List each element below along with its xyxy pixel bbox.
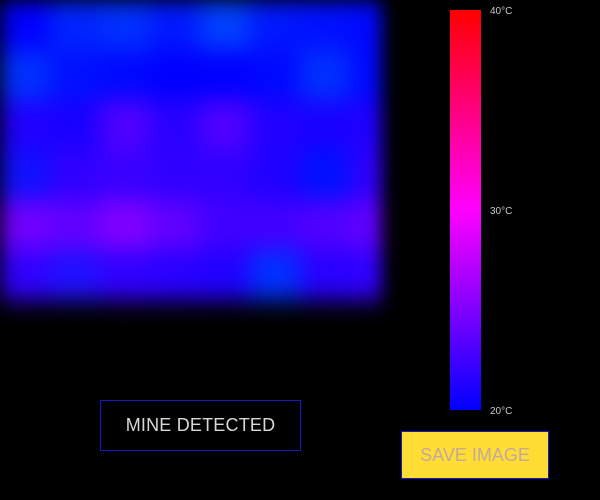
thermal-cell (200, 150, 250, 200)
thermal-cell (350, 0, 400, 50)
thermal-cell (100, 50, 150, 100)
thermal-cell (150, 0, 200, 50)
thermal-cell (200, 300, 250, 350)
thermal-cell (50, 200, 100, 250)
thermal-cell (300, 200, 350, 250)
thermal-cell (50, 100, 100, 150)
thermal-cell (250, 100, 300, 150)
thermal-cell (150, 100, 200, 150)
thermal-cell (150, 350, 200, 400)
thermal-cell (300, 100, 350, 150)
thermal-cell (0, 0, 50, 50)
thermal-cell (250, 150, 300, 200)
thermal-cell (250, 300, 300, 350)
thermal-cell (350, 100, 400, 150)
thermal-cell (50, 350, 100, 400)
thermal-cell (200, 350, 250, 400)
thermal-cell (250, 250, 300, 300)
thermal-cell (300, 300, 350, 350)
scale-min-label: 20°C (490, 406, 513, 417)
thermal-cell (100, 150, 150, 200)
thermal-cell (50, 0, 100, 50)
thermal-cell (50, 250, 100, 300)
thermal-cell (350, 350, 400, 400)
thermal-cell (350, 200, 400, 250)
detection-status-label: MINE DETECTED (100, 400, 301, 451)
thermal-cell (0, 250, 50, 300)
thermal-cell (300, 350, 350, 400)
thermal-cell (0, 300, 50, 350)
thermal-cell (350, 250, 400, 300)
scale-mid-label: 30°C (490, 206, 513, 217)
thermal-cell (150, 250, 200, 300)
thermal-cell (300, 50, 350, 100)
thermal-cell (100, 100, 150, 150)
thermal-cell (250, 200, 300, 250)
thermal-cell (50, 50, 100, 100)
thermal-cell (100, 300, 150, 350)
thermal-cell (200, 50, 250, 100)
thermal-cell (0, 200, 50, 250)
thermal-heatmap (0, 0, 400, 400)
temperature-scale-bar (450, 10, 481, 410)
thermal-cell (0, 100, 50, 150)
thermal-cell (50, 150, 100, 200)
thermal-cell (200, 0, 250, 50)
thermal-cell (0, 50, 50, 100)
thermal-cell (100, 350, 150, 400)
thermal-cell (200, 200, 250, 250)
thermal-cell (100, 0, 150, 50)
thermal-cell (50, 300, 100, 350)
thermal-cell (150, 300, 200, 350)
thermal-cell (300, 250, 350, 300)
scale-max-label: 40°C (490, 6, 513, 17)
thermal-cell (350, 150, 400, 200)
thermal-cell (150, 50, 200, 100)
thermal-cell (300, 0, 350, 50)
thermal-cell (100, 250, 150, 300)
thermal-cell (200, 250, 250, 300)
thermal-cell (250, 350, 300, 400)
thermal-cell (150, 150, 200, 200)
thermal-cell (350, 300, 400, 350)
thermal-cell (200, 100, 250, 150)
thermal-cell (150, 200, 200, 250)
thermal-cell (250, 50, 300, 100)
thermal-cell (100, 200, 150, 250)
save-image-button[interactable]: SAVE IMAGE (401, 431, 549, 479)
thermal-cell (350, 50, 400, 100)
thermal-cell (250, 0, 300, 50)
thermal-image-view (0, 0, 400, 400)
thermal-cell (300, 150, 350, 200)
thermal-cell (0, 350, 50, 400)
thermal-cell (0, 150, 50, 200)
